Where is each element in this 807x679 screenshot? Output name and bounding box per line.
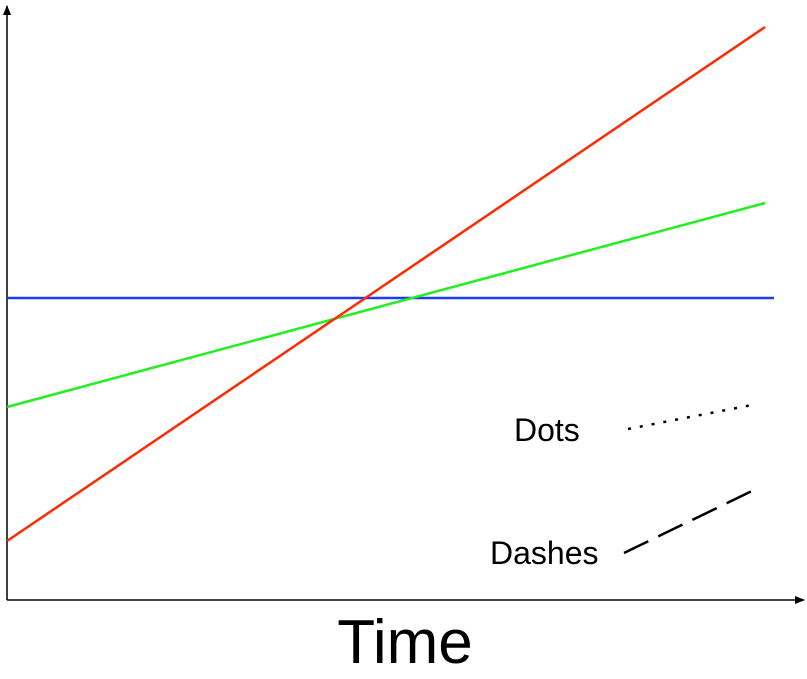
- red-line: [6, 25, 766, 543]
- green-line: [6, 201, 766, 409]
- legend-dots-label: Dots: [514, 412, 580, 448]
- legend-dashes-label: Dashes: [490, 535, 599, 571]
- legend-dashes-line: [623, 488, 755, 555]
- x-axis-label: Time: [337, 608, 472, 677]
- legend-dots-line: [627, 403, 753, 431]
